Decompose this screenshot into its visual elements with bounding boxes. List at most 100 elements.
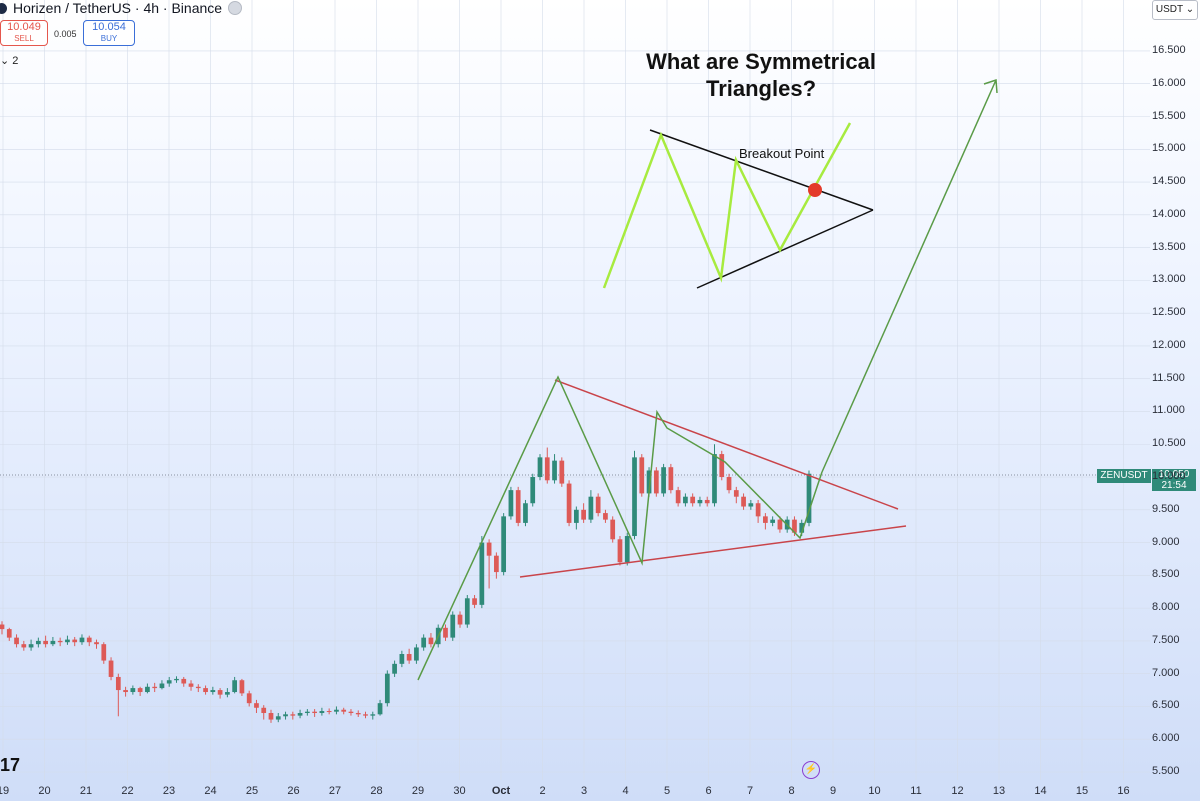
candle-up <box>174 678 179 681</box>
candle-down <box>268 713 274 720</box>
flash-icon[interactable]: ⚡ <box>802 761 820 779</box>
candle-down <box>472 598 477 605</box>
breakout-arrow-head <box>983 78 998 94</box>
y-tick-label: 11.000 <box>1152 404 1185 417</box>
candle-up <box>414 647 419 661</box>
x-tick-label: 28 <box>370 785 383 797</box>
candle-up <box>28 644 34 648</box>
candle-up <box>50 640 56 645</box>
chart-title-line2: Triangles? <box>705 76 817 101</box>
current-price-label: 10.050 21:54 <box>1152 469 1196 491</box>
candle-up <box>225 692 230 695</box>
x-tick-label: 27 <box>328 785 342 797</box>
x-tick-label: 9 <box>829 785 837 797</box>
candle-down <box>21 644 27 648</box>
x-tick-label: 29 <box>411 785 425 797</box>
triangle-upper-line <box>554 379 899 510</box>
x-tick-label: 24 <box>204 785 217 797</box>
x-tick-label: 6 <box>705 785 712 797</box>
candle-down <box>559 460 565 484</box>
candle-down <box>341 709 347 712</box>
candle-up <box>65 639 70 643</box>
candle-down <box>348 711 354 714</box>
candle-up <box>370 714 376 716</box>
x-tick-label: 30 <box>453 785 466 797</box>
y-tick-label: 16.500 <box>1152 43 1186 56</box>
candle-countdown: 21:54 <box>1161 480 1187 491</box>
candle-up <box>712 454 717 504</box>
candle-down <box>72 639 78 643</box>
candle-up <box>450 614 456 638</box>
candle-up <box>501 516 507 573</box>
candle-up <box>799 522 805 533</box>
candle-down <box>675 490 681 504</box>
candle-down <box>486 542 492 556</box>
candle-up <box>624 536 630 563</box>
candle-down <box>595 496 601 514</box>
y-tick-label: 16.000 <box>1152 76 1186 89</box>
x-tick-label: Oct <box>491 785 511 797</box>
x-tick-label: 12 <box>951 785 964 797</box>
y-tick-label: 12.500 <box>1152 306 1186 319</box>
x-tick-label: 5 <box>663 785 671 797</box>
candle-down <box>57 640 63 643</box>
candle-up <box>399 654 405 664</box>
candle-down <box>653 470 659 494</box>
candle-up <box>464 598 470 625</box>
candle-up <box>334 709 339 712</box>
y-tick-label: 9.000 <box>1152 535 1180 548</box>
currency-select[interactable]: USDT ⌄ <box>1152 0 1198 20</box>
candle-down <box>494 555 499 573</box>
y-tick-label: 6.500 <box>1152 699 1180 712</box>
candle-up <box>304 711 310 714</box>
candle-down <box>755 503 761 517</box>
candle-down <box>239 680 245 694</box>
buy-button[interactable]: 10.054 BUY <box>83 20 135 46</box>
candle-up <box>683 496 688 504</box>
candle-up <box>232 680 238 693</box>
triangle-lower-line <box>519 525 907 578</box>
y-tick-label: 7.500 <box>1152 633 1180 646</box>
candle-down <box>0 624 5 630</box>
candle-up <box>588 496 594 520</box>
market-status-icon[interactable] <box>228 1 243 15</box>
candle-down <box>515 490 521 523</box>
y-tick-label: 12.000 <box>1152 338 1186 351</box>
candle-down <box>603 513 608 520</box>
candle-up <box>537 457 543 478</box>
x-tick-label: 8 <box>788 785 795 797</box>
ticker-label: ZENUSDT <box>1097 469 1151 483</box>
candle-down <box>101 644 107 661</box>
candle-down <box>355 713 361 715</box>
symbol-header: Horizen / TetherUS · 4h · Binance <box>0 0 243 16</box>
candle-up <box>377 703 383 715</box>
symbol-title: Horizen / TetherUS · 4h · Binance <box>13 0 223 16</box>
candle-up <box>297 713 303 716</box>
x-tick-label: 26 <box>287 785 300 797</box>
x-tick-label: 25 <box>245 785 259 797</box>
sell-button[interactable]: 10.049 SELL <box>0 20 48 46</box>
candle-down <box>108 660 114 677</box>
candle-down <box>428 637 434 645</box>
candle-down <box>406 654 412 661</box>
candle-down <box>312 711 317 714</box>
candle-down <box>704 499 710 504</box>
candle-down <box>690 496 696 504</box>
candle-down <box>741 496 746 507</box>
buy-label: BUY <box>100 34 118 43</box>
indicators-toggle[interactable]: ⌄ 2 <box>0 55 19 67</box>
x-tick-label: 7 <box>746 785 754 797</box>
candle-down <box>726 477 732 491</box>
y-tick-label: 14.500 <box>1152 175 1186 188</box>
candle-up <box>523 503 528 523</box>
candle-up <box>646 470 652 494</box>
candle-up <box>35 640 41 645</box>
x-tick-label: 15 <box>1075 785 1089 797</box>
candle-up <box>166 680 172 684</box>
candle-up <box>145 686 150 693</box>
candle-down <box>639 457 645 494</box>
candle-up <box>159 683 165 689</box>
chart-title: What are Symmetrical Triangles? <box>620 48 902 102</box>
